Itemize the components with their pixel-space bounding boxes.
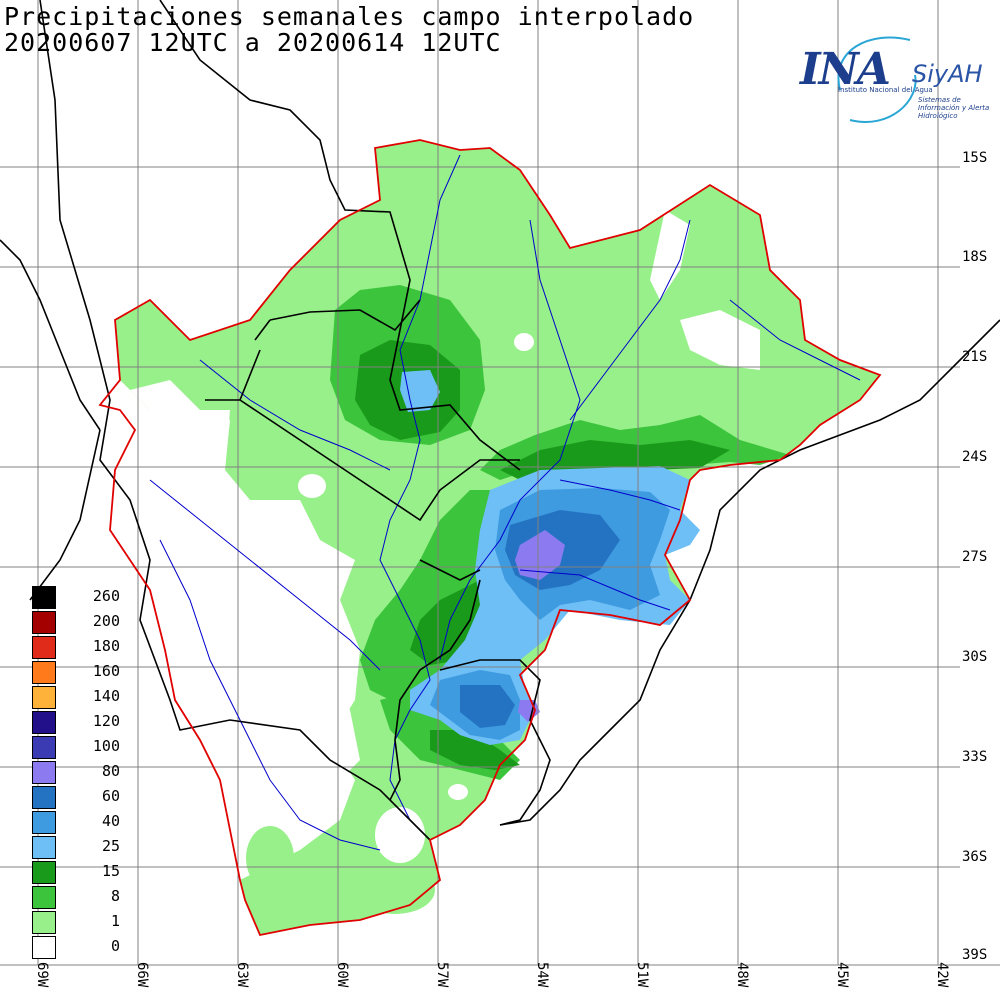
- legend-label: 120: [92, 712, 120, 730]
- logo-siyah-text: SiyAH: [912, 60, 983, 88]
- basin-border: [98, 139, 882, 937]
- legend-label: 200: [92, 612, 120, 630]
- lon-label: 66W: [134, 962, 150, 988]
- legend-label: 260: [92, 587, 120, 605]
- lat-label: 18S: [962, 249, 988, 265]
- legend-label: 100: [92, 737, 120, 755]
- legend-swatch: [32, 911, 56, 934]
- legend-label: 15: [101, 862, 120, 880]
- lon-label: 60W: [334, 962, 350, 988]
- legend-label: 140: [92, 687, 120, 705]
- lat-label: 33S: [962, 749, 988, 765]
- ina-siyah-logo: INA SiyAH Instituto Nacional del Agua Si…: [790, 30, 1000, 130]
- rivers: [149, 154, 861, 851]
- logo-system-text: Sistemas de Información y Alerta Hidroló…: [918, 96, 990, 120]
- lon-label: 63W: [234, 962, 250, 988]
- legend-swatch: [32, 811, 56, 834]
- legend-swatch: [32, 661, 56, 684]
- legend-label: 8: [110, 887, 120, 905]
- legend-swatch: [32, 611, 56, 634]
- legend-label: 180: [92, 637, 120, 655]
- legend-label: 0: [110, 937, 120, 955]
- grid-lines: [0, 0, 1000, 966]
- lon-label: 48W: [734, 962, 750, 988]
- logo-institute-text: Instituto Nacional del Agua: [838, 86, 933, 94]
- legend-swatch: [32, 786, 56, 809]
- legend-swatch: [32, 686, 56, 709]
- lat-label: 21S: [962, 349, 988, 365]
- lat-label: 36S: [962, 849, 988, 865]
- lat-label: 27S: [962, 549, 988, 565]
- map-title: Precipitaciones semanales campo interpol…: [4, 2, 695, 31]
- country-borders: [0, 0, 1000, 841]
- legend-swatch: [32, 636, 56, 659]
- lon-label: 45W: [834, 962, 850, 988]
- legend-label: 25: [101, 837, 120, 855]
- legend-swatch: [32, 711, 56, 734]
- lon-label: 69W: [34, 962, 50, 988]
- lon-label: 57W: [434, 962, 450, 988]
- legend-swatch: [32, 586, 56, 609]
- lon-label: 42W: [934, 962, 950, 988]
- lat-label: 15S: [962, 150, 988, 166]
- lon-label: 54W: [534, 962, 550, 988]
- lat-label: 39S: [962, 947, 988, 963]
- legend-label: 40: [101, 812, 120, 830]
- legend-swatch: [32, 936, 56, 959]
- lat-label: 30S: [962, 649, 988, 665]
- lat-label: 24S: [962, 449, 988, 465]
- legend-swatch: [32, 861, 56, 884]
- legend-swatch: [32, 886, 56, 909]
- map-date-range: 20200607 12UTC a 20200614 12UTC: [4, 28, 502, 57]
- legend-label: 1: [110, 912, 120, 930]
- logo-ina-text: INA: [800, 44, 891, 95]
- logo-swoosh-icon: [837, 36, 917, 123]
- legend-label: 60: [101, 787, 120, 805]
- legend-label: 80: [101, 762, 120, 780]
- lon-label: 51W: [634, 962, 650, 988]
- legend-swatch: [32, 761, 56, 784]
- legend-swatch: [32, 836, 56, 859]
- precipitation-field: [115, 140, 880, 935]
- legend-swatch: [32, 736, 56, 759]
- legend-label: 160: [92, 662, 120, 680]
